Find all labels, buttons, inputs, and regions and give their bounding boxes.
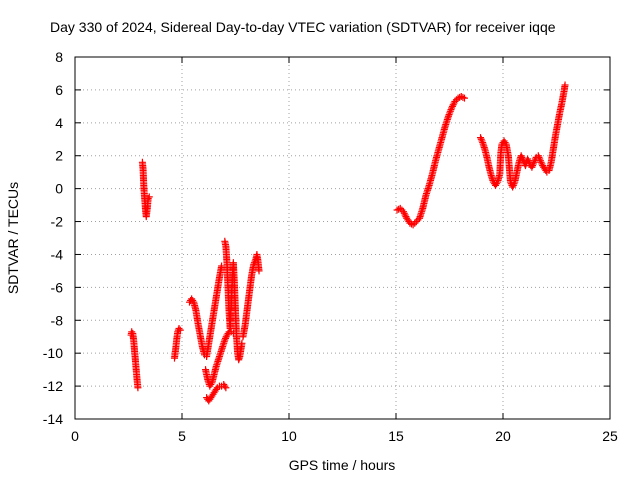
data-point [446,107,454,115]
data-point [399,208,407,216]
data-point [409,221,417,229]
data-point [477,135,485,143]
data-point [459,93,467,101]
data-point [454,94,462,102]
data-point [176,326,184,334]
data-point [411,219,419,227]
y-tick-label: 6 [55,82,63,98]
data-point [134,384,142,392]
x-tick-label: 20 [495,428,511,444]
data-point [221,336,229,344]
data-point [478,137,486,145]
data-point [255,267,263,275]
x-tick-label: 5 [178,428,186,444]
plot-frame [74,56,611,420]
data-point [457,92,465,100]
y-tick-label: -14 [43,411,63,427]
data-point [524,155,532,163]
data-point [536,155,544,163]
data-point [189,297,197,305]
data-point [529,162,537,170]
data-point [175,325,183,332]
data-point [145,193,153,201]
data-points [127,81,569,405]
y-tick-label: -10 [43,345,63,361]
data-point [222,384,230,392]
x-axis-label: GPS time / hours [289,457,396,473]
data-point [446,109,454,117]
data-point [477,134,485,142]
x-tick-label: 15 [388,428,404,444]
data-point [460,94,468,102]
data-point [400,209,408,217]
data-point [396,204,404,212]
y-tick-label: 2 [55,148,63,164]
y-tick-label: 8 [55,49,63,65]
y-axis-label: SDTVAR / TECUs [5,182,21,294]
data-point [530,158,538,166]
data-point [221,382,229,390]
data-point [222,334,230,342]
data-point [448,102,456,110]
data-point [447,106,455,114]
data-point [518,153,526,161]
grid-lines [75,57,610,419]
data-point [535,153,543,161]
data-point [509,183,517,191]
data-point [534,152,542,160]
data-point [448,104,456,112]
chart-title: Day 330 of 2024, Sidereal Day-to-day VTE… [50,19,556,35]
data-point [408,220,416,228]
y-tick-label: -8 [51,312,64,328]
x-tick-label: 10 [281,428,297,444]
data-point [501,139,509,147]
data-point [128,328,136,336]
data-point [449,101,457,109]
data-point [412,218,420,226]
data-point [401,211,409,219]
x-tick-label: 0 [71,428,79,444]
data-point [238,339,246,347]
data-point [524,157,532,165]
y-tick-label: -4 [51,246,64,262]
data-point [509,181,517,189]
x-tick-label: 25 [602,428,618,444]
data-point [212,385,220,393]
data-point [451,97,459,105]
data-point [510,180,518,188]
data-point [536,157,544,165]
data-point [528,163,536,171]
y-tick-label: 4 [55,115,63,131]
y-tick-label: -2 [51,214,64,230]
axis-ticks: 0 5 10 15 20 25 -14 -12 -10 -8 -6 -4 -2 0 2 4 6 8 [43,49,618,444]
y-tick-label: -12 [43,378,63,394]
data-point [144,195,152,203]
data-point [444,112,452,120]
data-point [207,380,215,388]
data-point [537,158,545,166]
y-tick-label: 0 [55,181,63,197]
data-point [561,81,569,89]
data-point [529,160,537,168]
data-point [517,152,525,160]
data-point [445,111,453,119]
data-point [395,205,403,213]
data-point [493,180,501,188]
y-tick-label: -6 [51,279,64,295]
